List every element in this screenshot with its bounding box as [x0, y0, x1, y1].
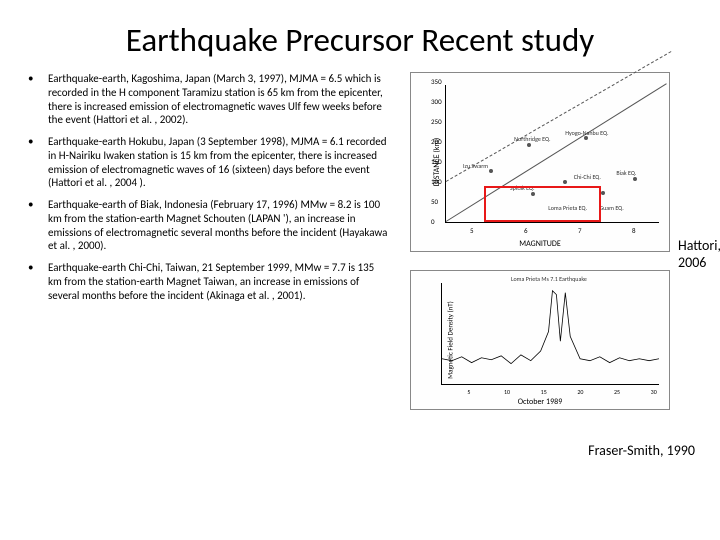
distance-magnitude-chart: Northridge EQ. Hyogo-Nanbu EQ. Izu Swarm… [410, 72, 670, 252]
x-tick: 5 [470, 226, 474, 235]
figure-caption: Hattori, 2006 [678, 237, 720, 271]
chart-axes: Northridge EQ. Hyogo-Nanbu EQ. Izu Swarm… [445, 85, 659, 223]
bullet-column: Earthquake-earth, Kagoshima, Japan (Marc… [20, 72, 400, 410]
x-tick: 25 [614, 388, 620, 396]
x-tick: 5 [467, 388, 470, 396]
data-point [527, 143, 531, 147]
point-label: Northridge EQ. [514, 135, 550, 143]
highlight-box [484, 186, 601, 222]
point-label: Chi-Chi EQ. [574, 173, 601, 181]
point-label: Biak EQ. [616, 169, 636, 177]
list-item: Earthquake-earth of Biak, Indonesia (Feb… [20, 198, 390, 253]
content-row: Earthquake-earth, Kagoshima, Japan (Marc… [0, 72, 720, 410]
point-label: Izu Swarm [463, 162, 488, 170]
figure-column: Northridge EQ. Hyogo-Nanbu EQ. Izu Swarm… [400, 72, 700, 410]
list-item: Earthquake-earth Chi-Chi, Taiwan, 21 Sep… [20, 261, 390, 302]
x-tick: 10 [504, 388, 510, 396]
y-tick: 250 [431, 117, 442, 126]
page-title: Earthquake Precursor Recent study [0, 0, 720, 72]
list-item: Earthquake-earth, Kagoshima, Japan (Marc… [20, 72, 390, 127]
x-tick: 15 [541, 388, 547, 396]
y-tick: 200 [431, 137, 442, 146]
timeseries-line [442, 291, 659, 364]
y-tick: 350 [431, 77, 442, 86]
data-point [601, 191, 605, 195]
x-axis-label: October 1989 [518, 397, 563, 407]
y-tick: 150 [431, 157, 442, 166]
bullet-list: Earthquake-earth, Kagoshima, Japan (Marc… [20, 72, 390, 302]
timeseries-chart: Loma Prieta Ms 7.1 Earthquake Magnetic F… [410, 270, 670, 410]
x-tick: 6 [524, 226, 528, 235]
x-tick: 8 [632, 226, 636, 235]
y-tick: 50 [431, 197, 438, 206]
point-label: Hyogo-Nanbu EQ. [565, 129, 608, 137]
data-point [489, 169, 493, 173]
x-tick: 7 [578, 226, 582, 235]
data-point [633, 177, 637, 181]
data-point [563, 180, 567, 184]
x-axis-label: MAGNITUDE [519, 239, 561, 249]
y-axis-label: Magnetic Field Density (nT) [445, 301, 454, 379]
y-tick: 300 [431, 97, 442, 106]
chart-subtitle: Loma Prieta Ms 7.1 Earthquake [511, 275, 587, 283]
timeseries-svg [442, 283, 659, 384]
y-tick: 0 [431, 217, 435, 226]
x-tick: 20 [577, 388, 583, 396]
x-tick: 30 [651, 388, 657, 396]
point-label: Guam EQ. [599, 204, 623, 212]
list-item: Earthquake-earth Hokubu, Japan (3 Septem… [20, 135, 390, 190]
chart-axes [441, 283, 659, 385]
figure-caption: Fraser-Smith, 1990 [588, 442, 695, 459]
y-tick: 100 [431, 177, 442, 186]
